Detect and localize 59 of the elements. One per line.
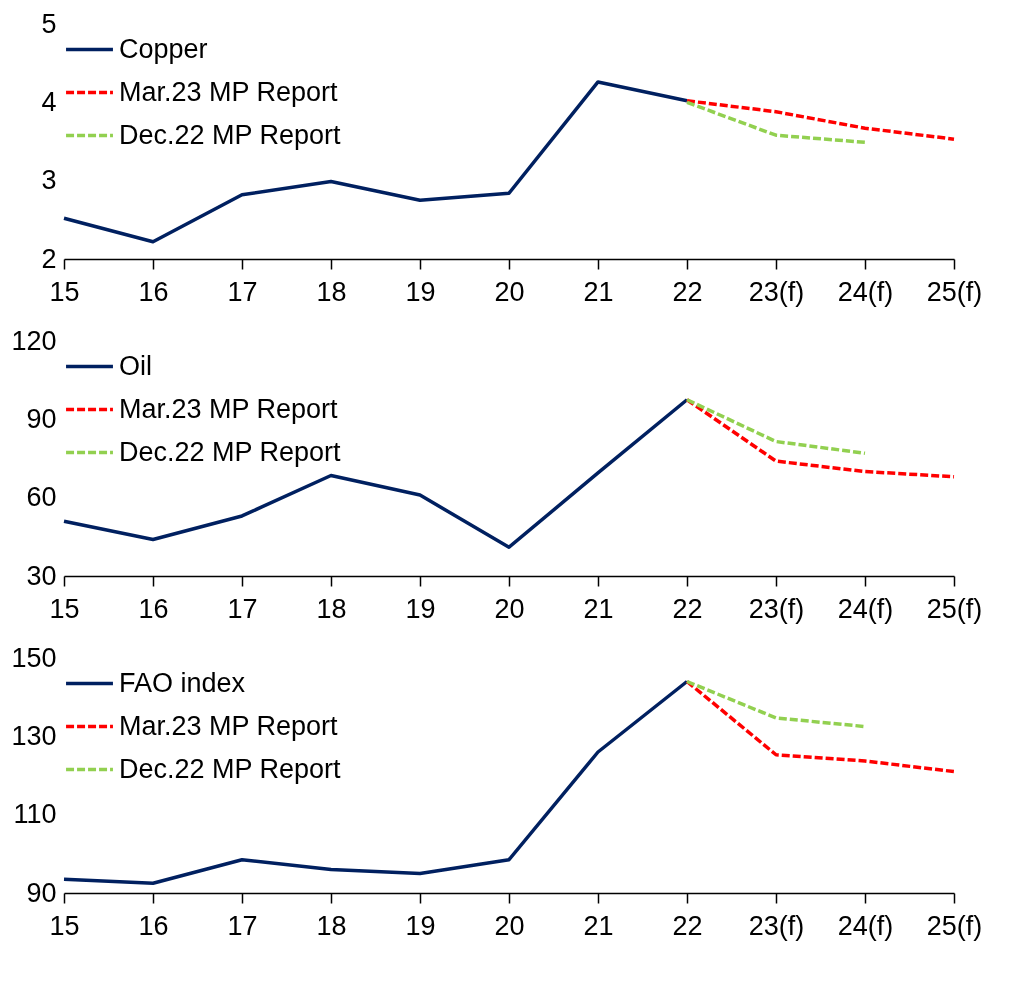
legend-label: Mar.23 MP Report [119,393,339,424]
x-tick-label: 16 [138,910,169,941]
y-tick-label: 150 [11,642,57,673]
y-tick-label: 4 [41,86,57,117]
y-tick-label: 90 [26,403,57,434]
x-tick-label: 23(f) [748,910,805,941]
y-tick-label: 5 [41,8,57,39]
line-series [62,398,689,550]
y-tick-label: 120 [11,325,57,356]
y-tick-label: 30 [26,560,57,591]
x-tick-label: 15 [49,593,80,624]
legend-label: FAO index [119,667,246,698]
x-tick-label: 20 [494,276,525,307]
y-tick-label: 60 [26,482,57,513]
x-tick-label: 19 [405,276,436,307]
x-tick-label: 25(f) [926,593,983,624]
x-tick-label: 19 [405,910,436,941]
x-tick-label: 25(f) [926,276,983,307]
legend-label: Dec.22 MP Report [119,753,342,784]
x-tick-label: 15 [49,276,80,307]
line-series [685,679,956,774]
line-series [62,80,689,244]
x-tick-label: 21 [583,910,614,941]
x-tick-label: 21 [583,593,614,624]
legend-label: Dec.22 MP Report [119,436,342,467]
legend-label: Mar.23 MP Report [119,710,339,741]
x-tick-label: 19 [405,593,436,624]
line-series [685,99,956,141]
legend-label: Oil [119,350,152,381]
y-tick-label: 130 [11,720,57,751]
x-tick-label: 21 [583,276,614,307]
x-tick-label: 18 [316,276,347,307]
x-tick-label: 24(f) [837,593,894,624]
y-tick-label: 110 [13,799,57,830]
legend-label: Mar.23 MP Report [119,76,339,107]
x-tick-label: 17 [227,593,258,624]
x-tick-label: 25(f) [926,910,983,941]
legend-label: Dec.22 MP Report [119,119,342,150]
x-tick-label: 23(f) [748,593,805,624]
x-tick-label: 16 [138,593,169,624]
y-tick-label: 2 [41,243,57,274]
legend-label: Copper [119,33,208,64]
x-tick-label: 24(f) [837,910,894,941]
x-tick-label: 15 [49,910,80,941]
x-tick-label: 23(f) [748,276,805,307]
x-tick-label: 18 [316,593,347,624]
x-tick-label: 22 [672,910,703,941]
x-tick-label: 24(f) [837,276,894,307]
y-tick-label: 3 [41,165,57,196]
x-tick-label: 20 [494,593,525,624]
x-tick-label: 22 [672,276,703,307]
x-tick-label: 18 [316,910,347,941]
y-tick-label: 90 [26,877,57,908]
x-tick-label: 20 [494,910,525,941]
x-tick-label: 22 [672,593,703,624]
line-series [685,398,956,479]
x-tick-label: 17 [227,910,258,941]
x-tick-label: 16 [138,276,169,307]
x-tick-label: 17 [227,276,258,307]
